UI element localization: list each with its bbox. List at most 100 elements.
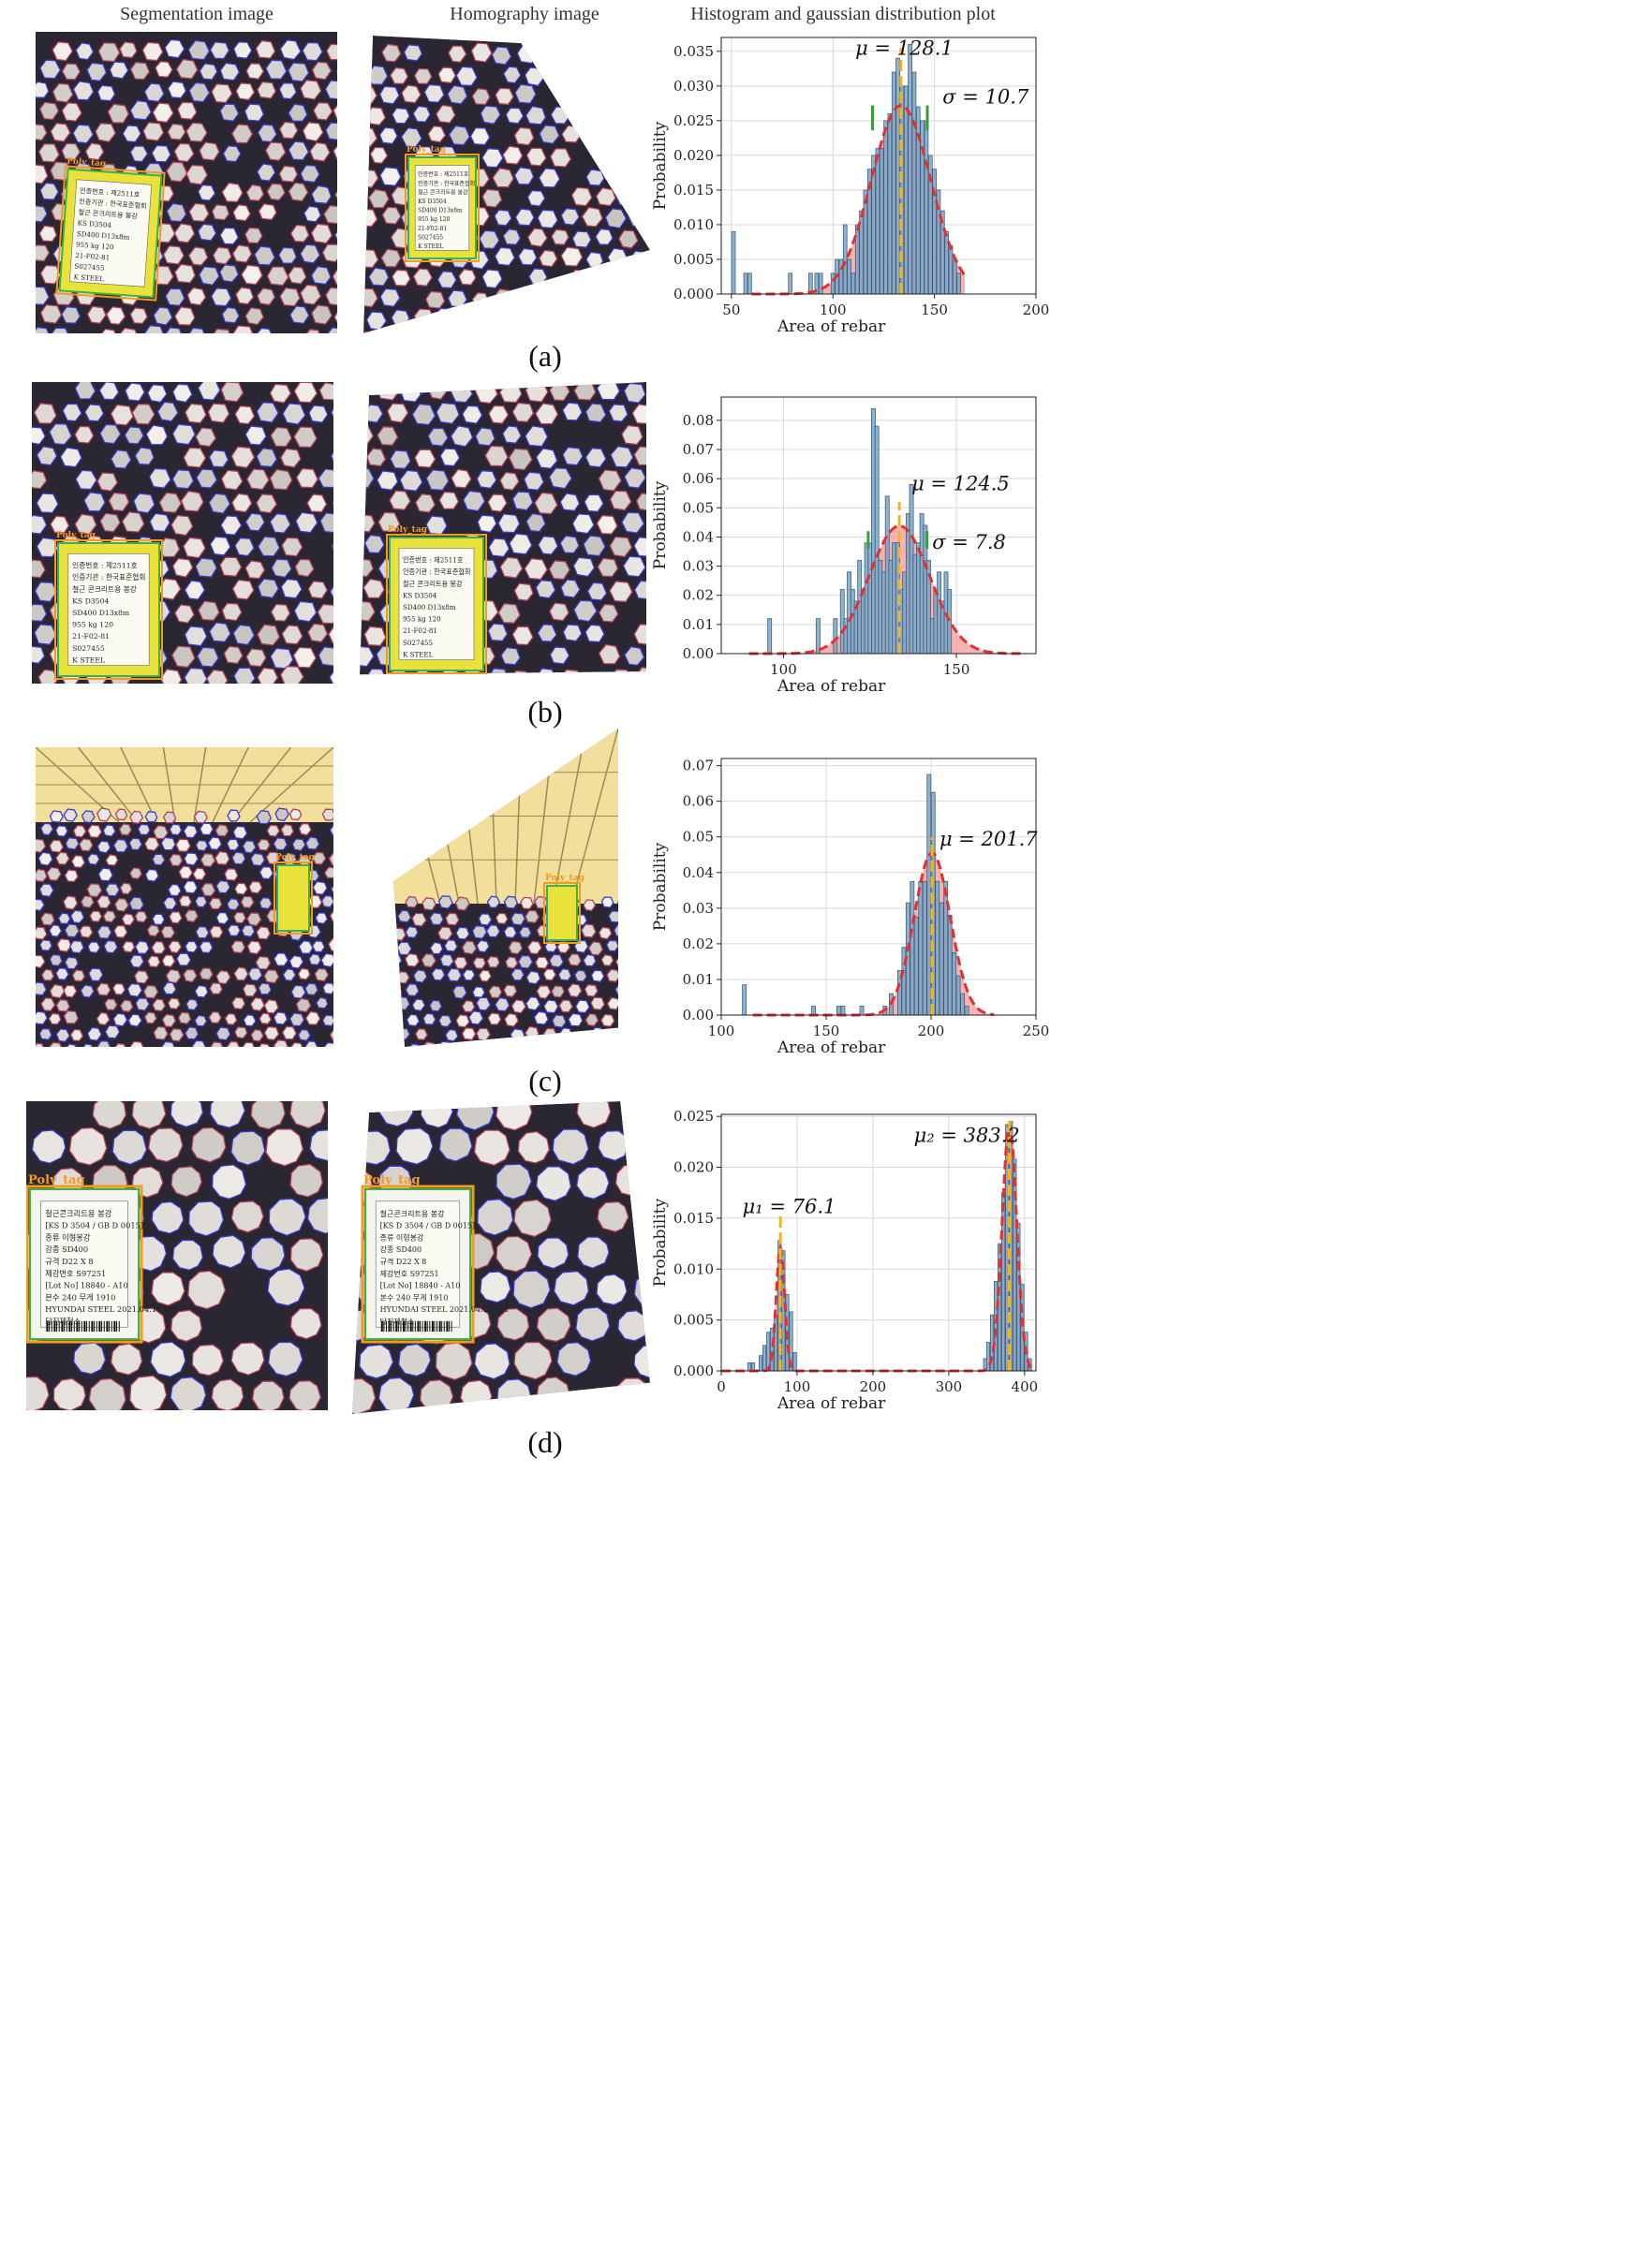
- rebar-end: [537, 536, 559, 555]
- rebar-end: [165, 968, 182, 984]
- rebar-end: [96, 982, 111, 996]
- rebar-end: [230, 446, 256, 469]
- rebar-end: [439, 953, 454, 967]
- rebar-end: [480, 1271, 511, 1303]
- rebar-end: [559, 493, 581, 512]
- rebar-end: [280, 578, 303, 599]
- rebar-scene: [36, 32, 337, 333]
- tag-text-line: [Lot No] 18840 - A10: [45, 1281, 128, 1290]
- rebar-end: [295, 511, 318, 534]
- rebar-end: [571, 230, 592, 248]
- rebar-end: [155, 61, 173, 78]
- rebar-end: [437, 66, 457, 84]
- rebar-end: [557, 968, 572, 981]
- rebar-end: [458, 268, 477, 286]
- rebar-end: [134, 910, 148, 923]
- rebar-end: [502, 145, 524, 165]
- rebar-end: [293, 382, 318, 404]
- rebar-end: [39, 264, 62, 285]
- rebar-end: [560, 246, 584, 267]
- rebar-end: [363, 287, 378, 308]
- rebar-end: [436, 271, 457, 289]
- rebar-end: [309, 1128, 328, 1162]
- rebar-end: [511, 626, 534, 646]
- rebar-end: [36, 1042, 46, 1047]
- rebar-end: [72, 824, 87, 838]
- rebar-end: [633, 580, 646, 600]
- rebar-end: [496, 1235, 533, 1273]
- histogram-bar: [1013, 1158, 1017, 1372]
- rebar-end: [57, 912, 71, 925]
- histogram-bar: [926, 773, 932, 1016]
- rebar-end: [142, 122, 165, 141]
- barcode-bar: [101, 1320, 103, 1332]
- barcode-bar: [392, 1320, 394, 1332]
- rebar-end: [36, 124, 48, 141]
- product-tag: Poly_tag: [543, 874, 585, 944]
- rebar-end: [128, 837, 143, 851]
- rebar-end: [471, 87, 491, 106]
- barcode-bar: [441, 1320, 443, 1332]
- barcode-bar: [79, 1320, 81, 1332]
- rebar-end: [302, 41, 324, 62]
- rebar-end: [304, 1010, 321, 1025]
- rebar-end: [321, 243, 337, 263]
- rebar-end: [584, 287, 606, 308]
- rebar-end: [186, 287, 207, 306]
- rebar-end: [235, 287, 255, 305]
- rebar-end: [36, 898, 45, 912]
- rebar-end: [134, 940, 150, 954]
- rebar-end: [81, 1043, 95, 1047]
- rebar-end: [508, 448, 533, 471]
- rebar-end: [169, 823, 183, 836]
- rebar-end: [481, 148, 504, 169]
- rebar-end: [548, 467, 573, 490]
- rebar-end: [251, 1380, 285, 1410]
- rebar-end: [577, 1236, 610, 1269]
- tag-text-line: 종류 이형봉강: [380, 1232, 424, 1242]
- rebar-end: [303, 329, 323, 333]
- rebar-end: [183, 447, 207, 468]
- barcode-bar: [388, 1320, 391, 1332]
- rebar-end: [537, 290, 559, 310]
- rebar-end: [37, 669, 58, 684]
- rebar-end: [244, 306, 264, 326]
- rebar-end: [186, 327, 207, 333]
- rebar-end: [241, 924, 256, 937]
- rebar-end: [104, 883, 121, 897]
- rebar-end: [412, 268, 433, 287]
- rebar-end: [258, 202, 277, 221]
- rebar-end: [561, 44, 584, 64]
- rebar-end: [161, 1013, 177, 1028]
- rebar-end: [131, 403, 155, 425]
- rebar-end: [517, 247, 538, 266]
- rebar-end: [396, 941, 412, 956]
- rebar-end: [230, 493, 253, 513]
- rebar-end: [233, 911, 246, 924]
- rebar-end: [585, 169, 605, 186]
- rebar-end: [265, 59, 288, 80]
- tag-text-line: 955 kg 120: [403, 615, 441, 624]
- rebar-end: [313, 102, 333, 121]
- rebar-end: [590, 969, 605, 983]
- tag-text-line: S027455: [74, 262, 105, 272]
- rebar-end: [273, 1039, 289, 1047]
- rebar-end: [503, 925, 517, 939]
- rebar-end: [455, 926, 470, 940]
- histogram-bar: [952, 952, 957, 1016]
- y-tick-label: 0.07: [683, 441, 714, 458]
- rebar-end: [359, 1344, 394, 1379]
- rebar-end: [510, 999, 526, 1014]
- rebar-end: [299, 243, 321, 264]
- rebar-end: [50, 327, 71, 333]
- rebar-end: [597, 557, 619, 578]
- histogram-bar: [875, 148, 880, 295]
- rebar-end: [73, 1342, 107, 1376]
- rebar-end: [26, 1376, 50, 1410]
- tag-text-line: HYUNDAI STEEL 2021.04.14 VSI: [45, 1304, 178, 1314]
- rebar-end: [389, 449, 411, 470]
- rebar-end: [436, 402, 460, 425]
- rebar-end: [250, 1101, 286, 1130]
